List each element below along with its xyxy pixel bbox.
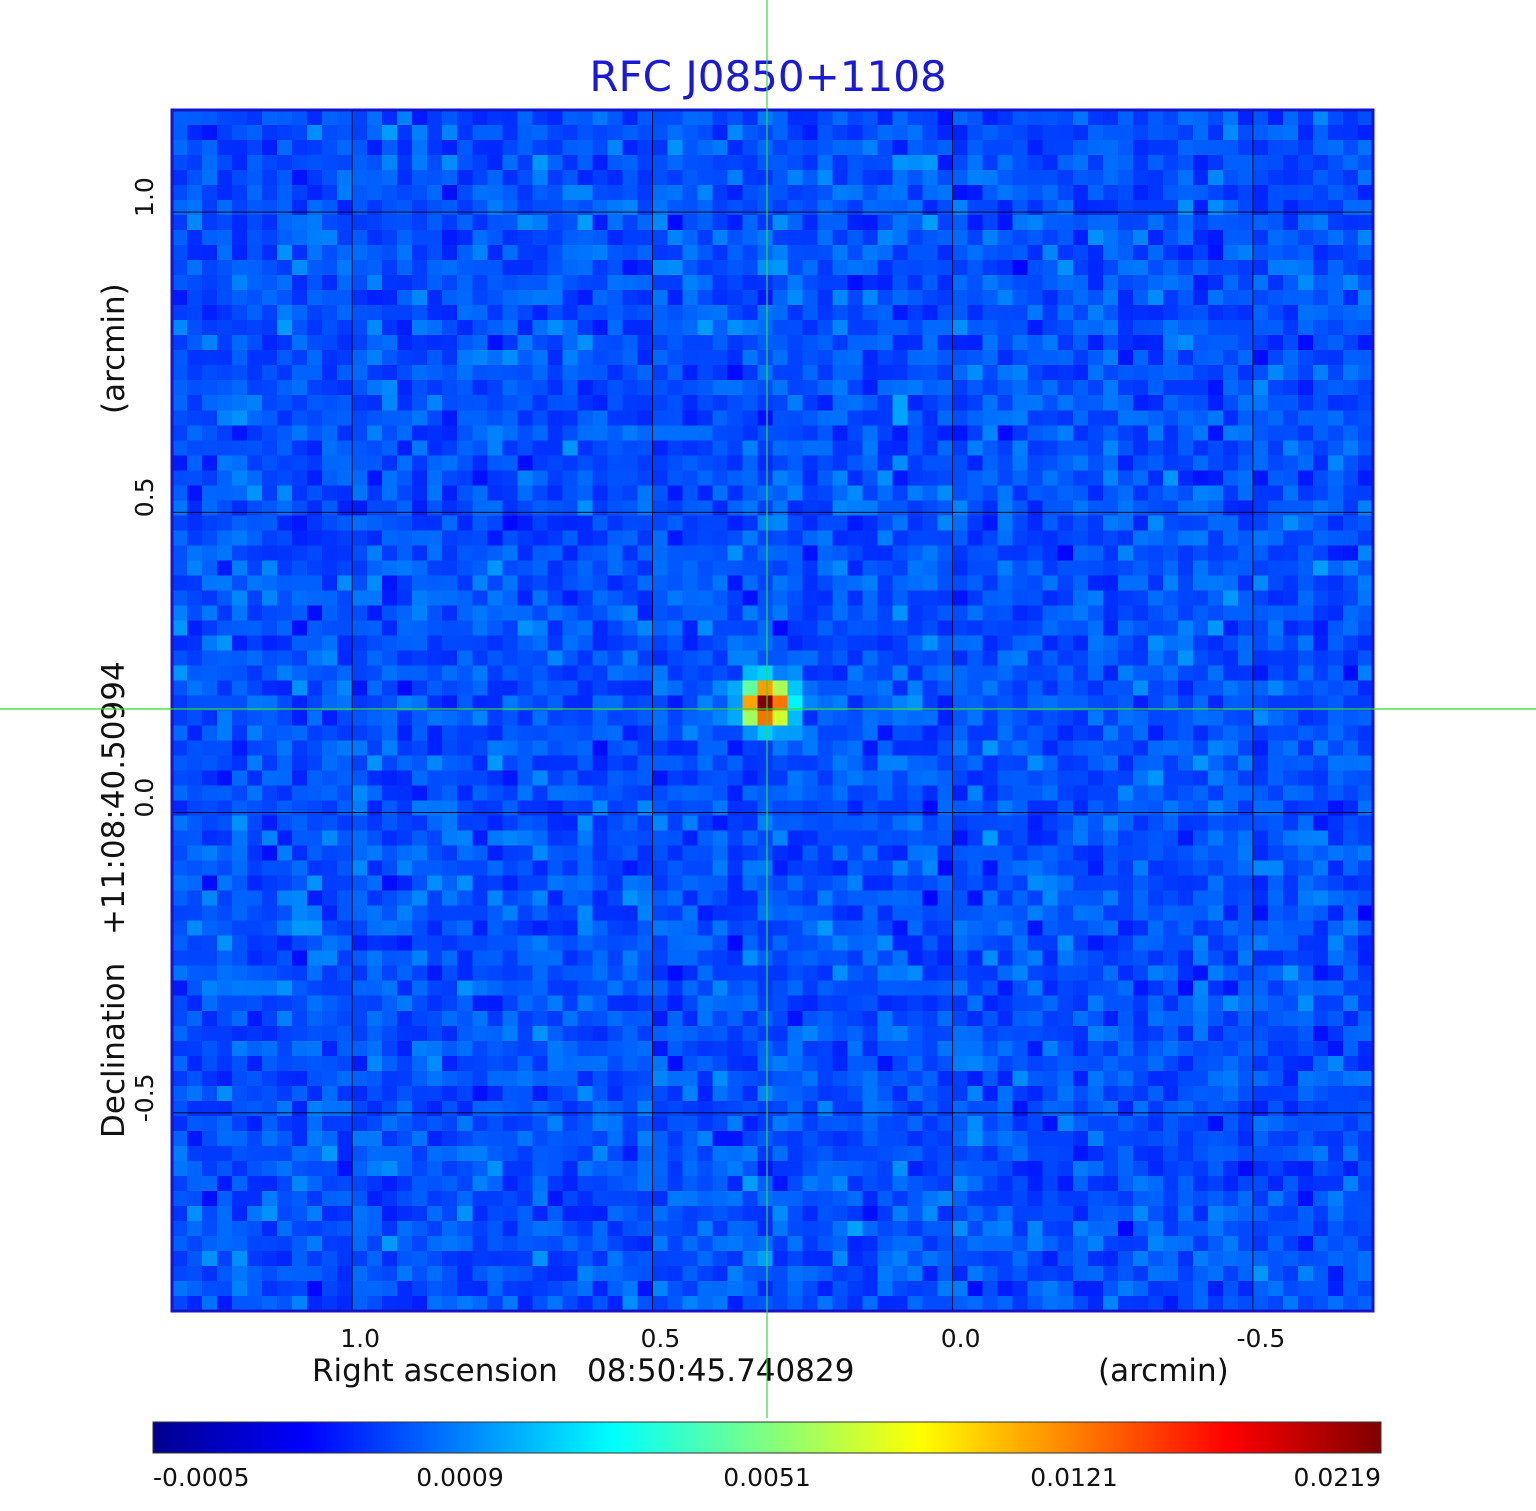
colorbar-tick-label: 0.0051 bbox=[723, 1463, 810, 1492]
heatmap-raster bbox=[172, 110, 1373, 1311]
y-tick-label: 0.0 bbox=[130, 778, 159, 818]
colorbar-tick-label: -0.0005 bbox=[153, 1463, 250, 1492]
x-tick-label: 0.0 bbox=[941, 1324, 981, 1353]
x-tick-label: 0.5 bbox=[641, 1324, 681, 1353]
colorbar-tick-label: 0.0219 bbox=[1294, 1463, 1381, 1492]
x-axis-label: Right ascension bbox=[312, 1353, 558, 1389]
y-axis-unit: (arcmin) bbox=[96, 283, 132, 414]
y-axis-center: +11:08:40.50994 bbox=[96, 661, 132, 935]
plot-frame bbox=[170, 108, 1375, 1313]
y-tick-label: 1.0 bbox=[130, 177, 159, 217]
colorbar-tick-label: 0.0009 bbox=[416, 1463, 503, 1492]
x-tick-labels: 1.0 0.5 0.0 -0.5 bbox=[340, 1324, 1285, 1353]
x-axis-center: 08:50:45.740829 bbox=[587, 1353, 854, 1389]
heatmap-image bbox=[172, 110, 1373, 1311]
x-tick-label: 1.0 bbox=[340, 1324, 380, 1353]
y-axis-label: Declination bbox=[96, 963, 132, 1138]
colorbar bbox=[152, 1421, 1382, 1454]
y-tick-labels: 1.0 0.5 0.0 -0.5 bbox=[130, 177, 159, 1122]
y-tick-label: 0.5 bbox=[130, 477, 159, 517]
colorbar-tick-labels: -0.0005 0.0009 0.0051 0.0121 0.0219 bbox=[153, 1463, 1381, 1492]
grid-lines bbox=[172, 110, 1373, 1311]
x-tick-label: -0.5 bbox=[1237, 1324, 1286, 1353]
y-tick-label: -0.5 bbox=[130, 1073, 159, 1122]
x-axis-unit: (arcmin) bbox=[1098, 1353, 1229, 1389]
colorbar-tick-label: 0.0121 bbox=[1030, 1463, 1117, 1492]
chart-title: RFC J0850+1108 bbox=[589, 52, 947, 101]
